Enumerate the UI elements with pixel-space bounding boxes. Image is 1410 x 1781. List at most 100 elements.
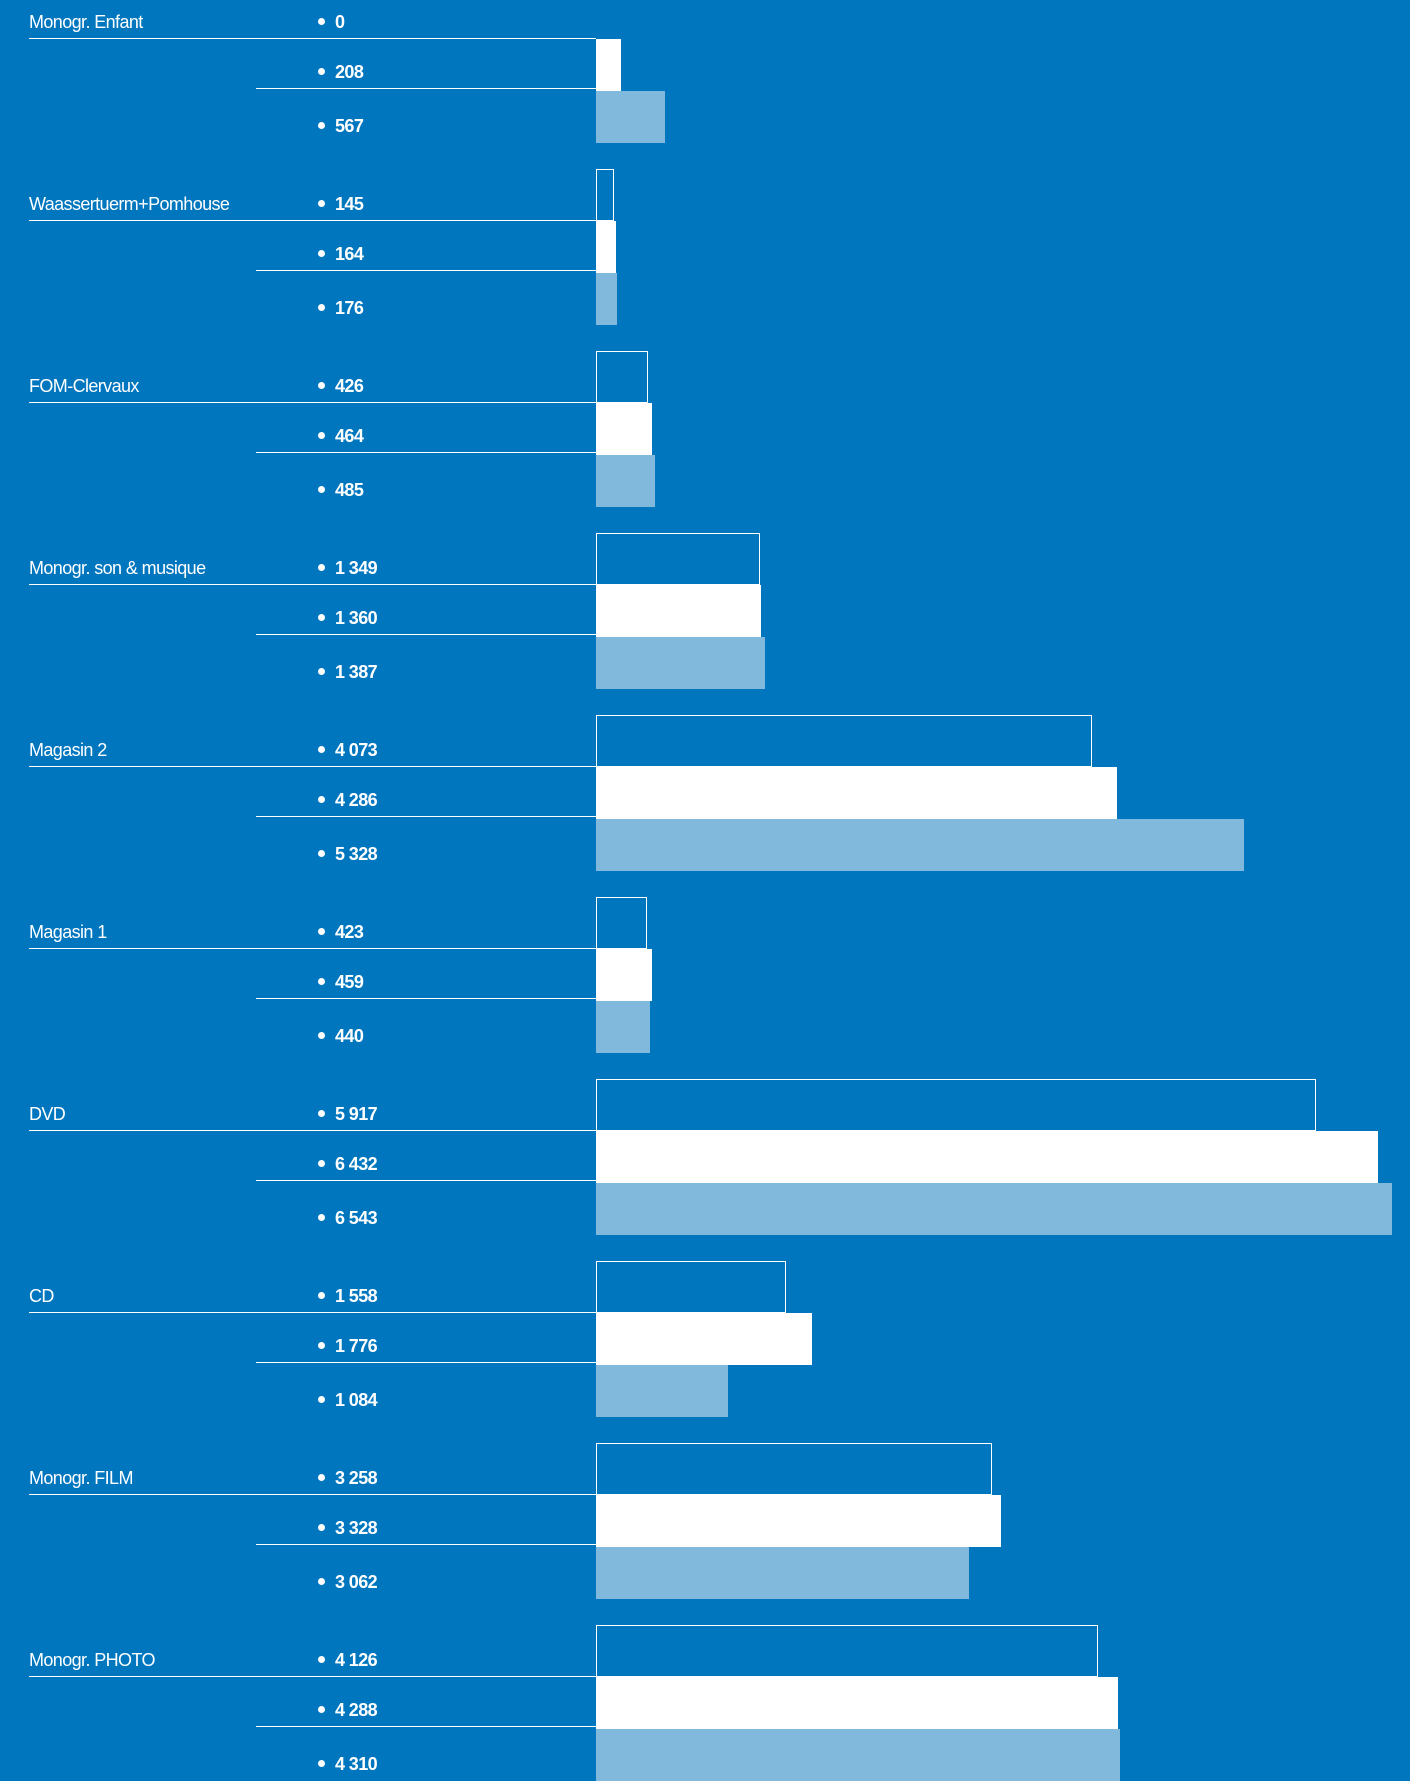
bar-light (596, 1365, 728, 1417)
bullet-icon (318, 1031, 325, 1039)
data-label-text: 6 543 (335, 1208, 378, 1228)
bullet-icon (318, 1523, 325, 1531)
bar-light (596, 273, 617, 325)
data-label: 423 (318, 921, 364, 943)
data-label: 176 (318, 297, 364, 319)
data-label-text: 4 288 (335, 1700, 378, 1720)
data-label: 1 558 (318, 1285, 378, 1307)
bullet-icon (318, 1705, 325, 1713)
data-label: 1 776 (318, 1335, 378, 1357)
data-label-text: 440 (335, 1026, 364, 1046)
bar-light (596, 637, 765, 689)
bullet-icon (318, 1577, 325, 1585)
data-label: 1 084 (318, 1389, 378, 1411)
bar-solid (596, 39, 621, 91)
bullet-icon (318, 667, 325, 675)
bar-solid (596, 1677, 1118, 1729)
data-label-text: 459 (335, 972, 364, 992)
data-label-text: 208 (335, 62, 364, 82)
bullet-icon (318, 745, 325, 753)
data-label: 208 (318, 61, 364, 83)
data-label: 440 (318, 1025, 364, 1047)
bar-outline (596, 1261, 786, 1313)
bullet-icon (318, 563, 325, 571)
bullet-icon (318, 431, 325, 439)
data-label: 4 073 (318, 739, 378, 761)
data-label-text: 1 387 (335, 662, 378, 682)
bar-light (596, 819, 1244, 871)
bullet-icon (318, 121, 325, 129)
row-rule (256, 270, 596, 271)
category-rule (29, 220, 596, 221)
bar-outline (596, 351, 648, 403)
data-label-text: 3 258 (335, 1468, 378, 1488)
bar-solid (596, 1131, 1378, 1183)
data-label: 6 543 (318, 1207, 378, 1229)
bullet-icon (318, 613, 325, 621)
bar-light (596, 1001, 650, 1053)
data-label-text: 4 286 (335, 790, 378, 810)
bar-outline (596, 1625, 1098, 1677)
bullet-icon (318, 17, 325, 25)
category-rule (29, 584, 596, 585)
bullet-icon (318, 1159, 325, 1167)
data-label: 3 258 (318, 1467, 378, 1489)
data-label-text: 5 328 (335, 844, 378, 864)
bar-solid (596, 1313, 812, 1365)
category-label: Monogr. FILM (29, 1468, 133, 1488)
category-label: FOM-Clervaux (29, 376, 139, 396)
data-label: 145 (318, 193, 364, 215)
data-label-text: 1 776 (335, 1336, 378, 1356)
data-label-text: 5 917 (335, 1104, 378, 1124)
bullet-icon (318, 1109, 325, 1117)
bar-outline (596, 533, 760, 585)
bullet-icon (318, 927, 325, 935)
data-label-text: 423 (335, 922, 364, 942)
bullet-icon (318, 485, 325, 493)
data-label-text: 567 (335, 116, 364, 136)
data-label-text: 176 (335, 298, 364, 318)
bar-solid (596, 1495, 1001, 1547)
data-label-text: 164 (335, 244, 364, 264)
data-label-text: 4 073 (335, 740, 378, 760)
data-label: 4 310 (318, 1753, 378, 1775)
data-label-text: 6 432 (335, 1154, 378, 1174)
category-rule (29, 1312, 596, 1313)
data-label: 4 286 (318, 789, 378, 811)
row-rule (256, 1180, 596, 1181)
bar-light (596, 91, 665, 143)
data-label: 567 (318, 115, 364, 137)
bar-outline (596, 169, 614, 221)
data-label-text: 4 126 (335, 1650, 378, 1670)
data-label-text: 1 558 (335, 1286, 378, 1306)
data-label: 4 126 (318, 1649, 378, 1671)
bar-outline (596, 897, 647, 949)
data-label: 1 349 (318, 557, 378, 579)
data-label-text: 1 360 (335, 608, 378, 628)
category-label: CD (29, 1286, 54, 1306)
bullet-icon (318, 1473, 325, 1481)
row-rule (256, 998, 596, 999)
row-rule (256, 1362, 596, 1363)
data-label-text: 0 (335, 12, 345, 32)
category-label: Monogr. Enfant (29, 12, 143, 32)
category-label: Magasin 1 (29, 922, 107, 942)
data-label: 459 (318, 971, 364, 993)
bullet-icon (318, 1655, 325, 1663)
data-label-text: 1 084 (335, 1390, 378, 1410)
data-label: 4 288 (318, 1699, 378, 1721)
data-label-text: 426 (335, 376, 364, 396)
data-label-text: 1 349 (335, 558, 378, 578)
bar-outline (596, 715, 1092, 767)
category-rule (29, 766, 596, 767)
bullet-icon (318, 1395, 325, 1403)
bullet-icon (318, 977, 325, 985)
bar-light (596, 1729, 1120, 1781)
category-rule (29, 1494, 596, 1495)
data-label: 3 062 (318, 1571, 378, 1593)
data-label: 5 917 (318, 1103, 378, 1125)
bar-solid (596, 221, 616, 273)
bar-solid (596, 585, 761, 637)
data-label: 464 (318, 425, 364, 447)
